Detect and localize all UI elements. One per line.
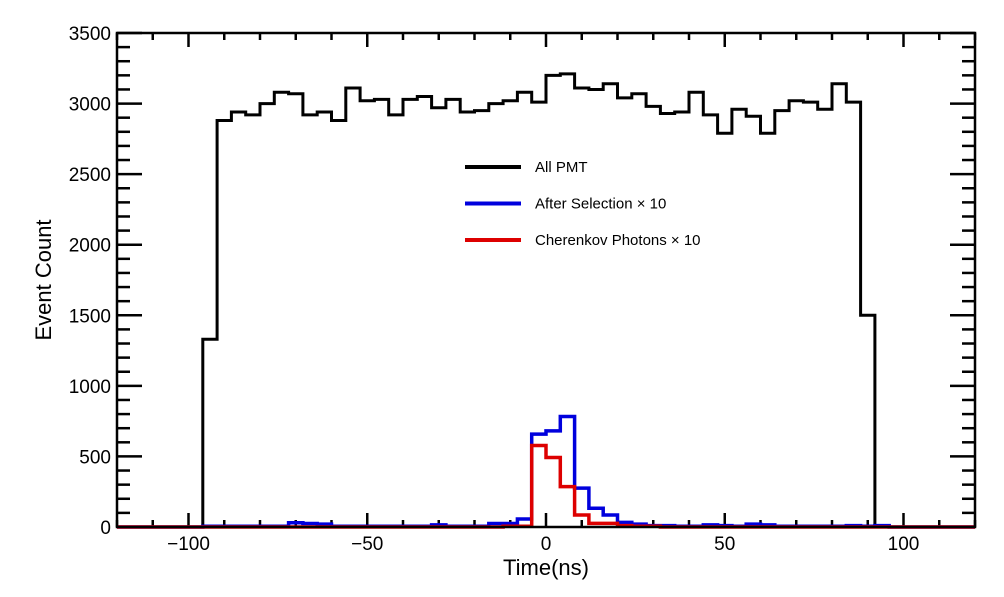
x-tick-label: 100 (888, 534, 920, 555)
x-tick-label: 0 (541, 534, 552, 555)
x-tick-labels: −100 −50 0 50 100 (167, 534, 919, 555)
series-group (117, 72, 975, 529)
y-tick-label: 3500 (69, 24, 111, 45)
x-axis-label: Time(ns) (503, 555, 589, 580)
y-tick-label: 2000 (69, 236, 111, 257)
y-tick-label: 1500 (69, 306, 111, 327)
y-tick-label: 0 (100, 518, 111, 539)
legend-entry: After Selection × 10 (535, 196, 666, 213)
y-tick-label: 1000 (69, 377, 111, 398)
x-tick-label: −50 (351, 534, 383, 555)
x-tick-label: 50 (714, 534, 735, 555)
y-axis-label: Event Count (31, 219, 56, 340)
legend-entry: All PMT (535, 159, 588, 176)
legend: All PMT After Selection × 10 Cherenkov Pho… (465, 159, 701, 249)
y-tick-labels: 0 500 1000 1500 2000 2500 3000 3500 (69, 24, 111, 539)
y-tick-label: 3000 (69, 95, 111, 116)
x-tick-label: −100 (167, 534, 210, 555)
histogram-series-1 (117, 414, 975, 529)
plot-frame (115, 31, 977, 529)
y-tick-label: 500 (79, 447, 111, 468)
y-tick-label: 2500 (69, 165, 111, 186)
legend-entry: Cherenkov Photons × 10 (535, 232, 701, 249)
histogram-series-0 (117, 72, 975, 529)
